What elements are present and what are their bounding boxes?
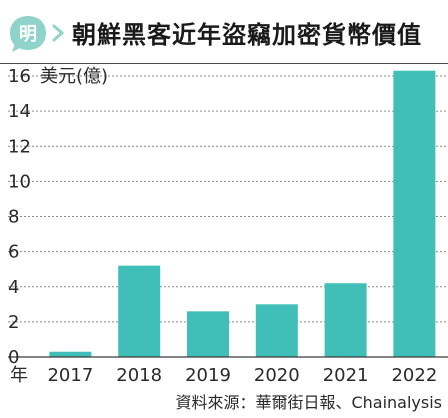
y-tick-label: 10 bbox=[8, 171, 31, 192]
bar bbox=[49, 351, 92, 357]
y-tick-label: 12 bbox=[8, 136, 31, 157]
x-axis-label: 年 bbox=[10, 365, 28, 386]
y-tick-label: 14 bbox=[8, 101, 31, 122]
title-chevron-icon bbox=[52, 24, 64, 42]
chart-title: 朝鮮黑客近年盜竊加密貨幣價值 bbox=[72, 21, 422, 49]
x-tick-label: 2022 bbox=[391, 365, 437, 386]
x-tick-label: 2018 bbox=[116, 365, 162, 386]
chart-header: 明 朝鮮黑客近年盜竊加密貨幣價值 bbox=[0, 0, 448, 62]
x-tick-label: 2017 bbox=[47, 365, 93, 386]
y-tick-label: 8 bbox=[8, 207, 19, 228]
x-tick-label: 2021 bbox=[323, 365, 369, 386]
y-tick-label: 6 bbox=[8, 242, 19, 263]
y-tick-label: 4 bbox=[8, 277, 19, 298]
y-tick-label: 16 bbox=[8, 66, 31, 87]
y-axis-label: 美元(億) bbox=[40, 66, 108, 87]
x-tick-label: 2020 bbox=[254, 365, 300, 386]
bar bbox=[187, 311, 229, 357]
bar bbox=[118, 265, 161, 357]
y-tick-label: 0 bbox=[8, 347, 19, 368]
speech-bubble-logo-icon: 明 bbox=[10, 16, 46, 52]
source-note: 資料來源：華爾街日報、Chainalysis bbox=[175, 393, 442, 412]
bar bbox=[324, 283, 367, 357]
bar bbox=[393, 70, 436, 357]
bar bbox=[255, 304, 298, 357]
logo-glyph: 明 bbox=[19, 24, 37, 45]
header-divider bbox=[0, 63, 448, 64]
x-tick-label: 2019 bbox=[185, 365, 231, 386]
y-tick-label: 2 bbox=[8, 312, 19, 333]
